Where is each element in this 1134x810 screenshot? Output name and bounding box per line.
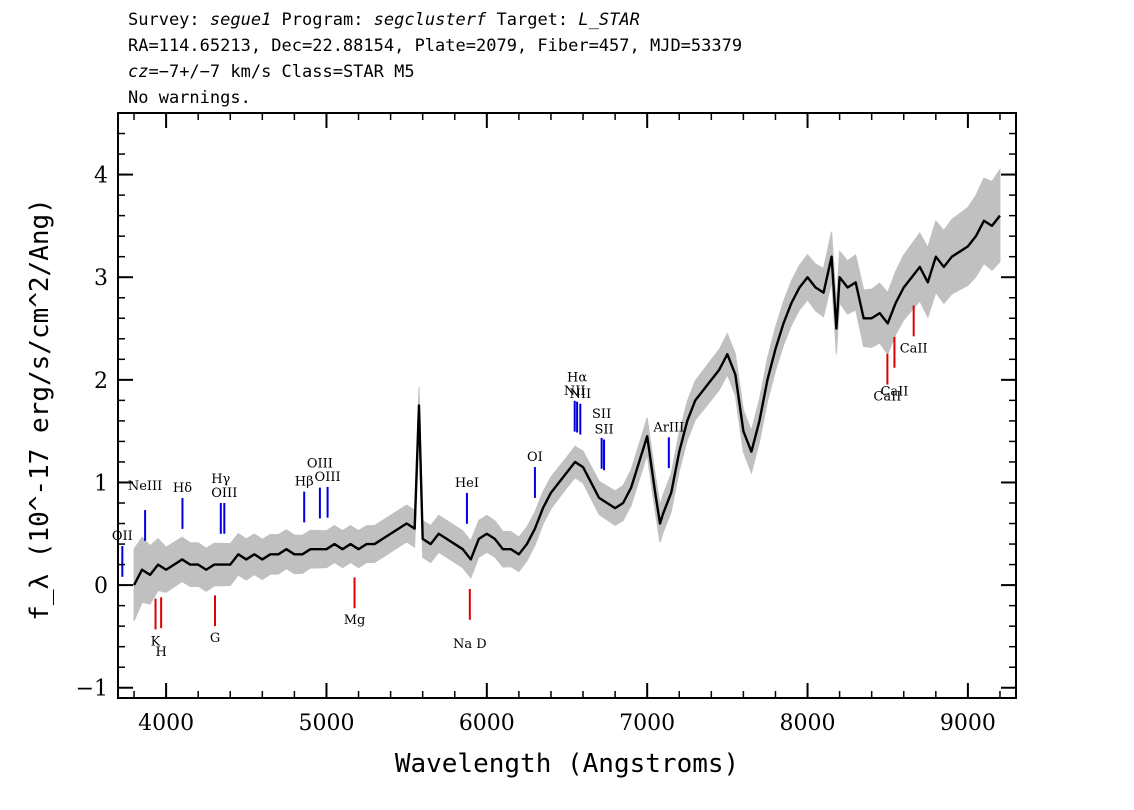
- x-tick-label-1: 5000: [298, 711, 354, 736]
- line-marker-label-22: CaII: [880, 385, 908, 400]
- y-tick-label-2: 1: [94, 471, 108, 496]
- line-marker-label-14: OI: [527, 450, 543, 465]
- y-tick-label-0: −1: [76, 677, 108, 702]
- line-marker-label-15: NII: [564, 384, 586, 399]
- x-axis-title: Wavelength (Angstroms): [395, 749, 739, 779]
- plot-frame: [117, 112, 1017, 699]
- y-tick-label-4: 3: [94, 266, 108, 291]
- header-line-3: cz=−7+/−7 km/s Class=STAR M5: [128, 62, 415, 82]
- line-marker-label-8: Hβ: [295, 475, 314, 490]
- line-marker-label-12: HeI: [455, 476, 479, 491]
- survey-value: segue1: [209, 10, 272, 30]
- header-line-2: RA=114.65213, Dec=22.88154, Plate=2079, …: [128, 36, 743, 56]
- x-tick-label-4: 8000: [780, 711, 836, 736]
- survey-label: Survey:: [128, 10, 210, 30]
- line-marker-label-3: H: [155, 645, 166, 660]
- header-line-4: No warnings.: [128, 88, 251, 108]
- y-axis-title: f_λ (10^-17 erg/s/cm^2/Ang): [25, 198, 55, 621]
- y-tick-label-5: 4: [94, 164, 108, 189]
- flux-line: [132, 214, 1001, 586]
- line-marker-label-10: OIII: [315, 470, 341, 485]
- y-tick-label-3: 2: [94, 369, 108, 394]
- cz-class-text: =−7+/−7 km/s Class=STAR M5: [148, 62, 415, 82]
- line-marker-label-16: Hα: [567, 371, 587, 386]
- target-value: L_STAR: [578, 10, 640, 30]
- y-axis-title-text: f_λ (10^-17 erg/s/cm^2/Ang): [25, 198, 55, 621]
- x-tick-label-3: 7000: [619, 711, 675, 736]
- line-marker-label-5: G: [210, 631, 220, 646]
- target-label: Target:: [486, 10, 579, 30]
- line-marker-label-7: OIII: [211, 486, 237, 501]
- flux-series: [132, 214, 1001, 586]
- line-marker-label-6: Hγ: [211, 472, 230, 487]
- cz-symbol: cz: [128, 62, 149, 82]
- line-marker-label-20: ArIII: [652, 420, 684, 435]
- line-marker-label-2: K: [151, 634, 161, 649]
- line-marker-label-17: NII: [569, 387, 591, 402]
- line-marker-label-4: Hδ: [173, 481, 192, 496]
- line-marker-label-21: CaII: [873, 390, 901, 405]
- program-label: Program:: [271, 10, 374, 30]
- axis-ticks: 4000 5000 6000 7000 8000 9000 −1 0 1 2 3 4: [76, 113, 1016, 736]
- x-tick-label-0: 4000: [138, 711, 194, 736]
- header-line-1: Survey: segue1 Program: segclusterf Targ…: [128, 10, 640, 30]
- program-value: segclusterf: [373, 10, 487, 30]
- x-tick-label-2: 6000: [459, 711, 515, 736]
- line-marker-label-19: SII: [594, 422, 613, 437]
- line-marker-label-23: CaII: [900, 341, 928, 356]
- x-tick-label-5: 9000: [940, 711, 996, 736]
- y-tick-label-1: 0: [94, 574, 108, 599]
- line-marker-label-1: NeIII: [128, 479, 162, 494]
- line-marker-label-18: SII: [592, 407, 611, 422]
- line-marker-label-0: OII: [112, 529, 133, 544]
- line-marker-label-13: Na D: [453, 637, 487, 652]
- line-marker-label-11: Mg: [344, 613, 366, 628]
- line-marker-label-9: OIII: [307, 457, 333, 472]
